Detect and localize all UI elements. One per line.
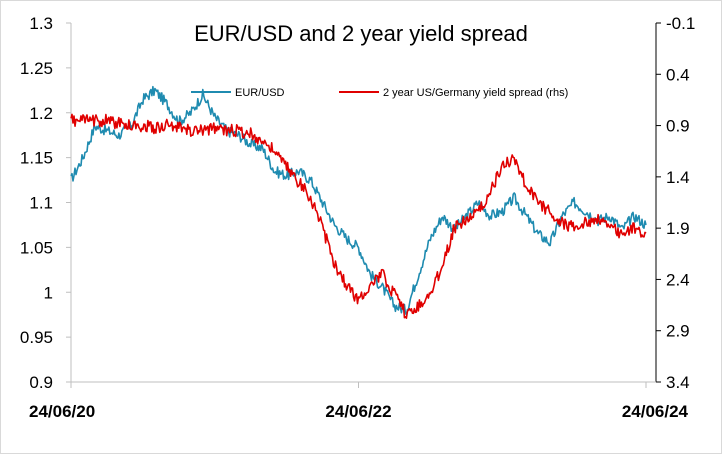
left-tick-label: 1.3 [29,14,53,33]
right-tick-label: -0.1 [666,14,695,33]
left-tick-label: 1.15 [20,149,53,168]
legend-label-spread: 2 year US/Germany yield spread (rhs) [383,87,568,99]
x-tick-label: 24/06/22 [325,402,391,421]
chart-title: EUR/USD and 2 year yield spread [194,21,528,46]
right-tick-label: 1.4 [666,168,690,187]
right-tick-label: 2.4 [666,270,690,289]
legend-label-eurusd: EUR/USD [235,87,285,99]
left-tick-label: 1 [44,283,53,302]
right-tick-label: 2.9 [666,322,690,341]
right-tick-labels: -0.1 0.4 0.9 1.4 1.9 2.4 2.9 3.4 [656,14,695,392]
left-tick-label: 0.9 [29,373,53,392]
series-line-yield-spread [70,113,647,319]
left-tick-label: 1.1 [29,194,53,213]
left-tick-label: 1.25 [20,59,53,78]
legend: EUR/USD 2 year US/Germany yield spread (… [191,87,568,99]
right-tick-label: 0.9 [666,117,690,136]
x-tick-label: 24/06/24 [622,402,689,421]
x-tick-labels: 24/06/20 24/06/22 24/06/24 [29,382,689,421]
series-layer [70,85,647,319]
right-tick-label: 3.4 [666,373,690,392]
left-tick-label: 0.95 [20,328,53,347]
series-line-eurusd [70,85,647,316]
x-tick-label: 24/06/20 [29,402,95,421]
left-tick-label: 1.2 [29,104,53,123]
left-tick-label: 1.05 [20,238,53,257]
right-tick-label: 1.9 [666,219,690,238]
left-tick-labels: 0.9 0.95 1 1.05 1.1 1.15 1.2 1.25 1.3 [20,14,71,392]
right-tick-label: 0.4 [666,65,690,84]
